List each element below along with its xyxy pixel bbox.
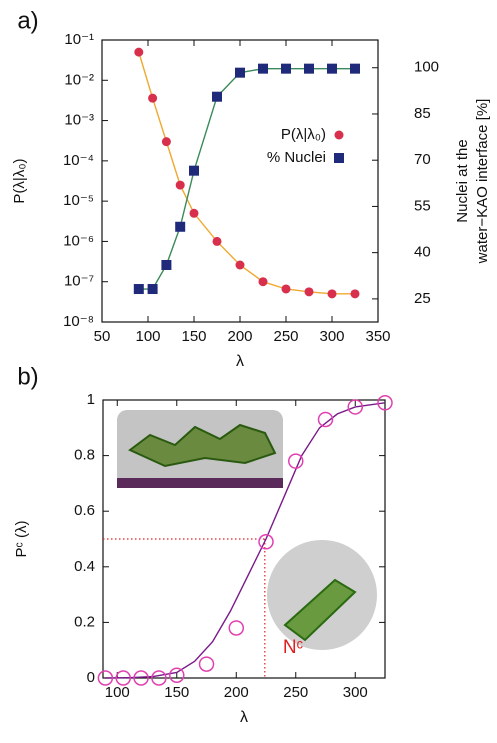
data-square xyxy=(235,67,245,78)
y-tick-label: 0.2 xyxy=(74,613,95,630)
x-tick-label: 300 xyxy=(343,684,368,701)
data-circle xyxy=(317,411,334,428)
data-square xyxy=(189,165,199,176)
x-tick-label: 200 xyxy=(224,684,249,701)
y-axis-label: Pᶜ (λ) xyxy=(13,521,30,558)
legend-label: % Nuclei xyxy=(267,149,326,166)
data-square xyxy=(304,63,314,74)
y2-tick-label: 100 xyxy=(414,59,439,76)
data-circle xyxy=(377,395,393,411)
data-point xyxy=(304,287,314,297)
data-circle xyxy=(133,670,149,686)
legend-symbol xyxy=(334,130,344,140)
y-tick-label: 10⁻¹ xyxy=(64,31,94,48)
data-square xyxy=(212,91,222,102)
y2-tick-label: 25 xyxy=(414,290,431,307)
data-point xyxy=(134,47,144,57)
y-tick-label: 10⁻⁶ xyxy=(63,232,94,249)
data-point xyxy=(161,137,171,147)
legend-label: P(λ|λ₀) xyxy=(281,126,326,143)
y-tick-label: 10⁻⁷ xyxy=(64,273,94,290)
x-tick-label: 50 xyxy=(94,328,111,345)
y-tick-label: 10⁻⁸ xyxy=(63,313,94,330)
x-tick-label: 350 xyxy=(365,328,390,345)
x-tick-label: 300 xyxy=(319,328,344,345)
data-circle xyxy=(258,534,274,550)
data-point xyxy=(212,236,222,246)
y2-tick-label: 40 xyxy=(414,244,431,261)
x-axis-label: λ xyxy=(236,353,244,370)
y-tick-label: 0 xyxy=(87,669,95,686)
inset-substrate xyxy=(117,478,283,488)
panel-label: a) xyxy=(17,7,38,34)
inset-nucleus-top xyxy=(283,578,357,642)
y2-tick-label: 85 xyxy=(414,105,431,122)
data-circle xyxy=(151,670,167,686)
data-square xyxy=(161,259,172,270)
data-square xyxy=(133,284,144,295)
data-point xyxy=(258,277,268,287)
y-tick-label: 0.8 xyxy=(74,447,95,464)
data-square xyxy=(175,221,186,232)
x-tick-label: 150 xyxy=(181,328,206,345)
data-circle xyxy=(228,620,245,636)
data-circle xyxy=(97,670,114,686)
y-tick-label: 1 xyxy=(87,391,95,408)
data-square xyxy=(147,284,158,295)
data-point xyxy=(148,93,158,103)
legend-symbol xyxy=(334,153,344,163)
y2-tick-label: 70 xyxy=(414,151,431,168)
y-tick-label: 10⁻² xyxy=(64,71,94,88)
x-tick-label: 100 xyxy=(135,328,160,345)
y-tick-label: 10⁻⁴ xyxy=(63,152,94,169)
y-tick-label: 10⁻³ xyxy=(64,112,94,129)
plot-frame xyxy=(101,39,379,323)
data-square xyxy=(281,63,291,74)
series-line xyxy=(105,402,386,679)
threshold-label: Nᶜ xyxy=(283,637,304,658)
data-point xyxy=(281,284,291,294)
panel-label: b) xyxy=(17,363,38,390)
x-tick-label: 250 xyxy=(273,328,298,345)
data-point xyxy=(327,289,337,299)
x-tick-label: 250 xyxy=(283,684,308,701)
data-square xyxy=(327,63,337,74)
y-tick-label: 0.6 xyxy=(74,502,95,519)
y2-axis-label: water−KAO interface [%] xyxy=(474,99,491,265)
series-line xyxy=(138,67,355,290)
data-square xyxy=(350,63,360,74)
data-point xyxy=(350,289,360,299)
data-circle xyxy=(288,453,304,469)
y2-tick-label: 55 xyxy=(414,197,431,214)
data-square xyxy=(258,63,268,74)
data-point xyxy=(175,180,185,190)
x-tick-label: 100 xyxy=(105,684,130,701)
data-circle xyxy=(198,656,215,672)
series-line xyxy=(138,51,355,295)
y-tick-label: 10⁻⁵ xyxy=(63,192,94,209)
y2-axis-label: Nuclei at the xyxy=(454,139,471,222)
data-circle xyxy=(115,670,131,686)
x-axis-label: λ xyxy=(240,709,248,726)
insets xyxy=(117,410,377,650)
data-circle xyxy=(347,399,364,415)
data-point xyxy=(235,260,245,270)
inset-nucleus xyxy=(128,423,277,468)
data-circle xyxy=(169,667,185,683)
x-tick-label: 200 xyxy=(227,328,252,345)
y-axis-label: P(λ|λ₀) xyxy=(11,158,28,203)
y-tick-label: 0.4 xyxy=(74,558,95,575)
x-tick-label: 150 xyxy=(164,684,189,701)
data-point xyxy=(189,208,199,218)
